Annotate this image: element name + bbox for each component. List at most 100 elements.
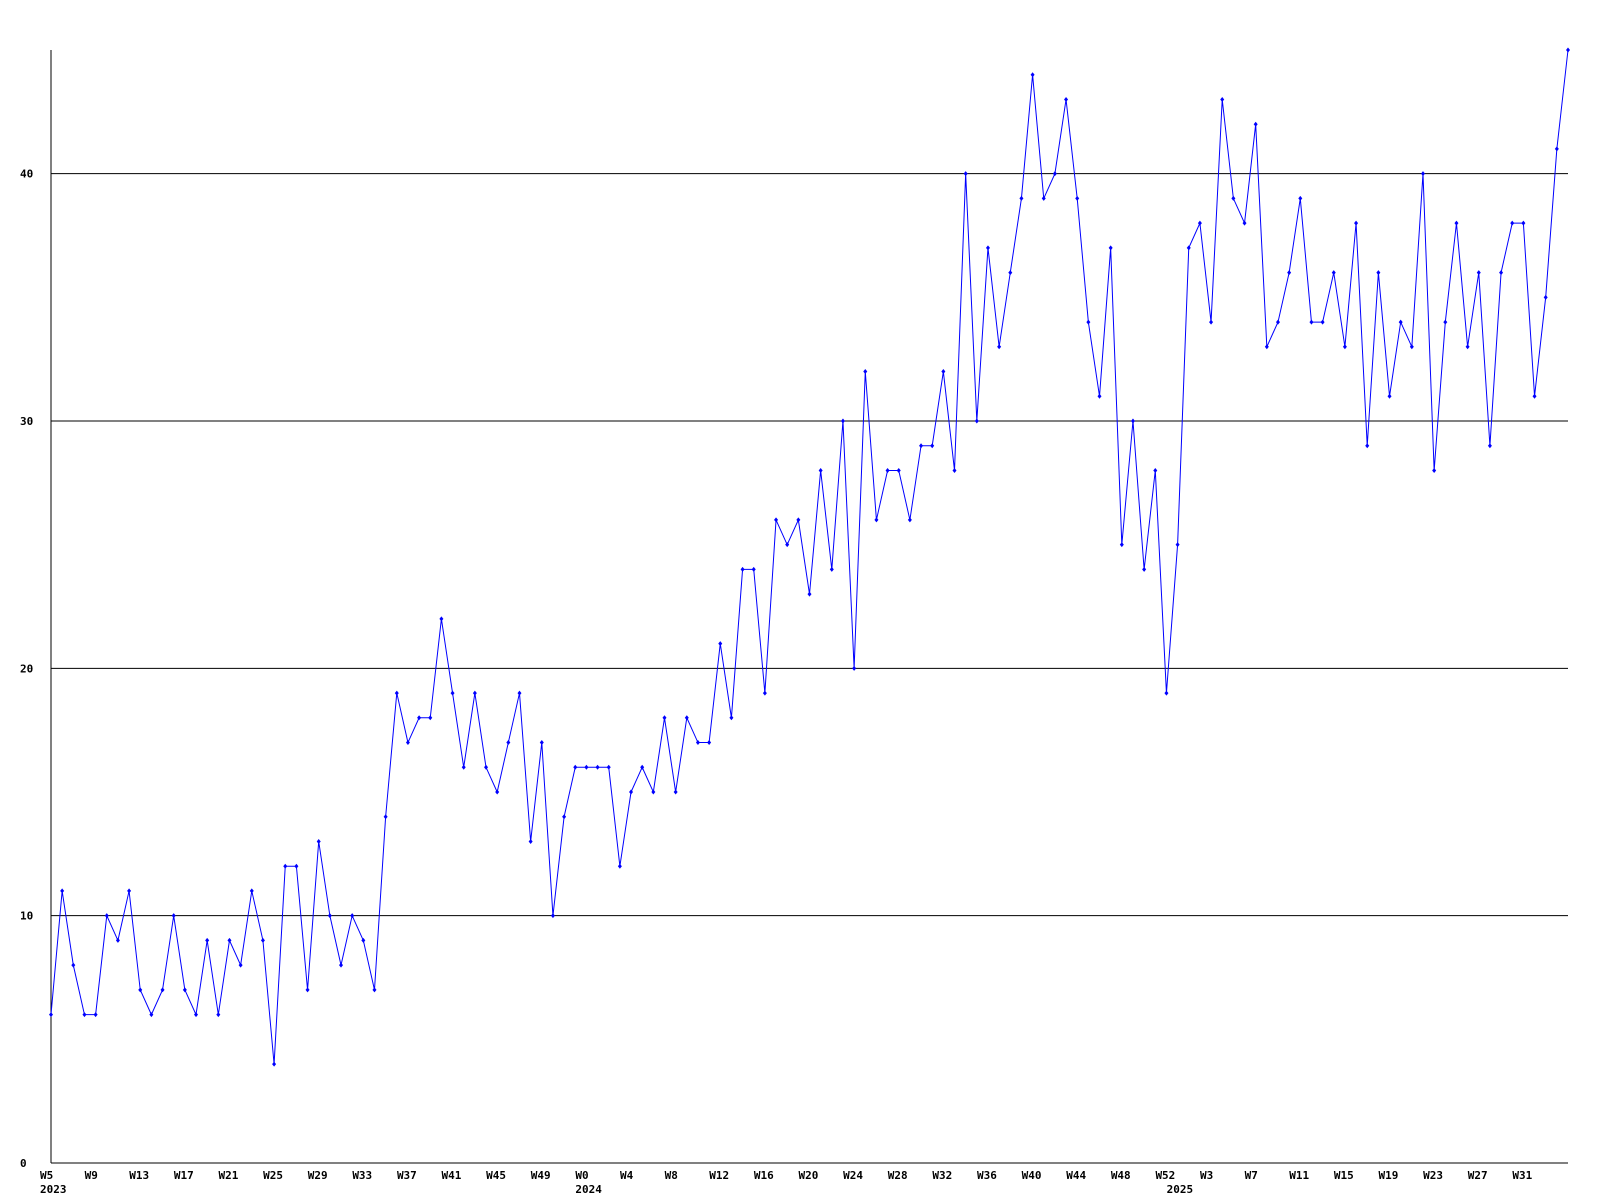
data-point (974, 418, 979, 424)
data-point (1387, 393, 1392, 399)
data-point (852, 665, 857, 671)
data-point (919, 443, 924, 449)
data-point (595, 764, 600, 770)
data-point (1064, 96, 1069, 102)
data-point (361, 937, 366, 943)
data-point (428, 715, 433, 721)
data-point (673, 789, 678, 795)
data-point (49, 1012, 53, 1018)
data-point (450, 690, 455, 696)
x-tick-label: W49 (531, 1169, 551, 1182)
data-point (1532, 393, 1537, 399)
data-point (539, 740, 544, 746)
data-point (260, 937, 265, 943)
x-tick-label: W29 (308, 1169, 328, 1182)
data-point (907, 517, 912, 523)
data-point (751, 566, 756, 572)
data-point (550, 913, 555, 919)
data-point (573, 764, 578, 770)
y-tick-label: 20 (20, 662, 33, 675)
data-point (528, 838, 533, 844)
data-point (695, 740, 700, 746)
data-point (1186, 245, 1191, 251)
x-tick-label: W36 (977, 1169, 997, 1182)
data-point (1130, 418, 1135, 424)
data-point (1320, 319, 1325, 325)
data-point (1030, 72, 1035, 78)
data-point (305, 987, 310, 993)
data-point (182, 987, 187, 993)
data-point (662, 715, 667, 721)
data-point (294, 863, 299, 869)
data-point (82, 1012, 87, 1018)
data-point (372, 987, 377, 993)
data-point (863, 369, 868, 375)
data-point (1019, 195, 1024, 201)
data-point (327, 913, 332, 919)
x-tick-label: W28 (888, 1169, 908, 1182)
y-tick-label: 30 (20, 415, 33, 428)
data-point (707, 740, 712, 746)
data-point (840, 418, 845, 424)
x-year-label: 2025 (1167, 1183, 1194, 1196)
data-point (1086, 319, 1091, 325)
data-point (283, 863, 288, 869)
x-tick-label: W9 (85, 1169, 98, 1182)
data-point (93, 1012, 98, 1018)
data-point (874, 517, 879, 523)
data-point (1342, 344, 1347, 350)
data-point (629, 789, 634, 795)
data-point (1119, 542, 1124, 548)
data-point (1521, 220, 1526, 226)
data-point (1164, 690, 1169, 696)
x-tick-label: W21 (218, 1169, 238, 1182)
data-point (1543, 294, 1548, 300)
data-point (350, 913, 355, 919)
data-point (1008, 270, 1013, 276)
x-tick-label: W24 (843, 1169, 863, 1182)
data-point (829, 566, 834, 572)
data-point (1242, 220, 1247, 226)
data-point (194, 1012, 199, 1018)
data-point (461, 764, 466, 770)
x-tick-label: W16 (754, 1169, 774, 1182)
x-tick-label: W3 (1200, 1169, 1213, 1182)
data-point (249, 888, 254, 894)
data-point (651, 789, 656, 795)
data-point (1331, 270, 1336, 276)
data-point (149, 1012, 154, 1018)
x-tick-label: W12 (709, 1169, 729, 1182)
data-point (383, 814, 388, 820)
data-point (1309, 319, 1314, 325)
x-tick-label: W23 (1423, 1169, 1443, 1182)
x-tick-label: W25 (263, 1169, 283, 1182)
data-point (115, 937, 120, 943)
x-tick-label: W8 (665, 1169, 678, 1182)
data-point (1554, 146, 1559, 152)
x-tick-label: W7 (1245, 1169, 1258, 1182)
data-point (405, 740, 410, 746)
x-tick-label: W13 (129, 1169, 149, 1182)
x-tick-label: W19 (1379, 1169, 1399, 1182)
data-point (1476, 270, 1481, 276)
data-point (484, 764, 489, 770)
data-point (785, 542, 790, 548)
x-tick-label: W45 (486, 1169, 506, 1182)
x-tick-label: W40 (1022, 1169, 1042, 1182)
x-tick-label: W32 (932, 1169, 952, 1182)
data-point (417, 715, 422, 721)
x-year-label: 2024 (575, 1183, 602, 1196)
data-point (796, 517, 801, 523)
x-tick-label: W41 (442, 1169, 462, 1182)
data-point (394, 690, 399, 696)
data-point (71, 962, 76, 968)
x-tick-label: W33 (352, 1169, 372, 1182)
data-point (740, 566, 745, 572)
data-point (952, 467, 957, 473)
x-tick-label: W4 (620, 1169, 634, 1182)
data-point (127, 888, 132, 894)
data-point (60, 888, 65, 894)
x-tick-label: W27 (1468, 1169, 1488, 1182)
